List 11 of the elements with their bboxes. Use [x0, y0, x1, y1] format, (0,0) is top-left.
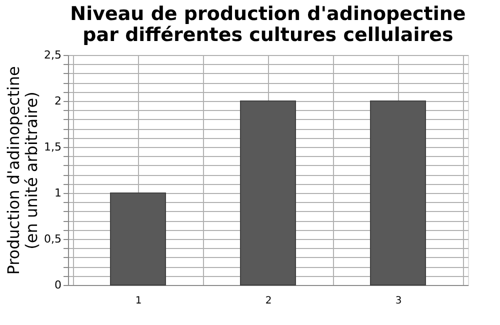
x-tick-label: 1 [135, 296, 142, 306]
x-tick-label: 2 [265, 296, 272, 306]
y-tick-label: 1,5 [44, 140, 62, 154]
y-axis-title: Production d'adinopectine (en unité arbitraire) [4, 66, 42, 275]
y-tick-label: 0 [54, 278, 62, 292]
x-tick-label: 3 [395, 296, 402, 306]
y-tick-label: 2 [54, 94, 62, 108]
y-tick-label: 2,5 [44, 48, 62, 62]
chart-title: Niveau de production d'adinopectine par différentes cultures cellulaires [70, 3, 466, 46]
y-tick-label: 1 [54, 186, 62, 200]
y-tick-label: 0,5 [44, 232, 62, 246]
